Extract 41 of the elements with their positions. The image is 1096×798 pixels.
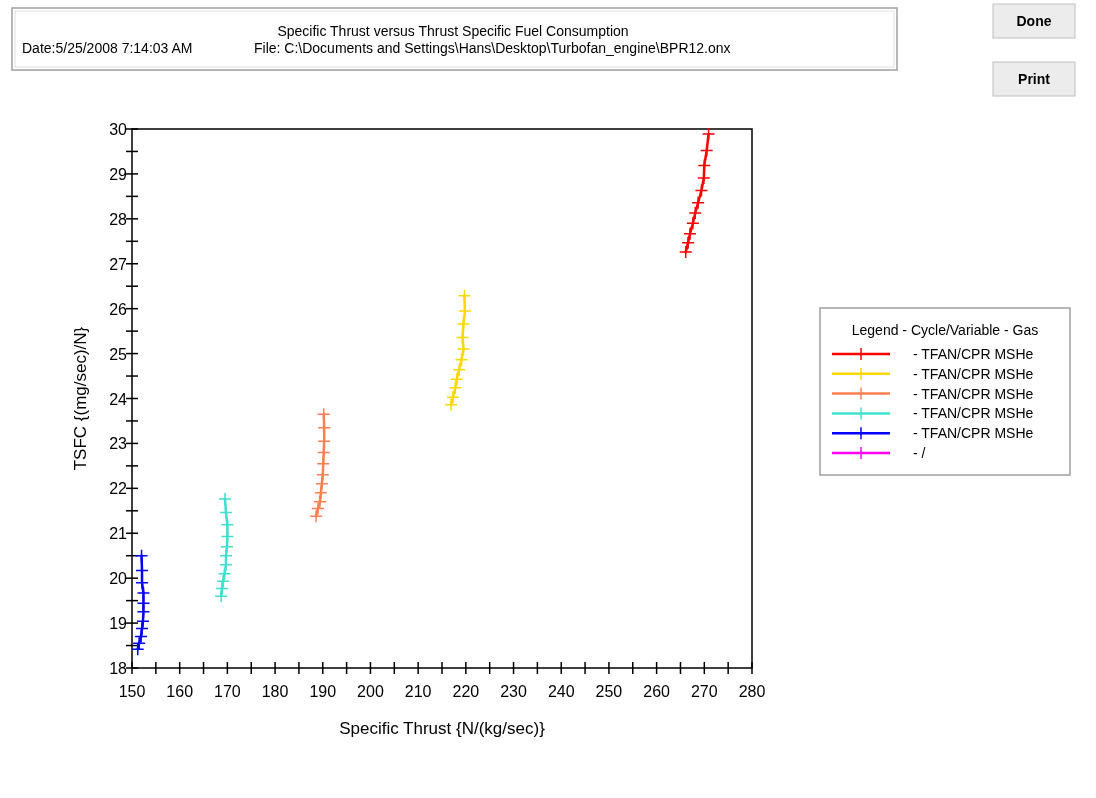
legend-label: - TFAN/CPR MSHe (913, 365, 1034, 382)
legend-label: - TFAN/CPR MSHe (913, 385, 1034, 402)
legend-label: - TFAN/CPR MSHe (913, 425, 1034, 442)
x-tick-label: 240 (547, 683, 575, 700)
y-tick-label: 22 (109, 480, 128, 498)
legend-label: - / (913, 445, 926, 461)
x-tick-label: 160 (166, 683, 194, 700)
y-tick-label: 28 (109, 210, 128, 228)
x-tick-label: 250 (595, 683, 623, 700)
y-tick-label: 19 (109, 615, 128, 633)
chart-title: Specific Thrust versus Thrust Specific Fuel Consumption (277, 23, 629, 39)
y-tick-label: 30 (109, 121, 128, 138)
y-tick-label: 25 (109, 345, 128, 363)
legend-label: - TFAN/CPR MSHe (913, 405, 1034, 422)
x-tick-label: 260 (643, 683, 671, 700)
y-tick-label: 23 (109, 435, 128, 453)
y-axis-title: TSFC {(mg/sec)/N} (71, 326, 90, 471)
y-tick-label: 18 (109, 660, 128, 677)
y-tick-label: 27 (109, 255, 128, 273)
x-tick-label: 150 (118, 683, 146, 700)
legend-label: - TFAN/CPR MSHe (913, 346, 1034, 362)
y-tick-label: 21 (109, 525, 128, 543)
legend-title: Legend - Cycle/Variable - Gas (851, 322, 1039, 338)
x-axis-title: Specific Thrust {N/(kg/sec)} (339, 719, 546, 738)
x-tick-label: 200 (357, 683, 384, 700)
y-tick-label: 20 (109, 570, 128, 588)
x-tick-label: 190 (309, 683, 337, 700)
text: Date:5/25/2008 7:14:03 AM (22, 40, 193, 56)
y-tick-label: 24 (109, 390, 128, 408)
x-tick-label: 210 (404, 683, 432, 700)
x-tick-label: 230 (500, 683, 527, 700)
x-tick-label: 170 (214, 683, 241, 700)
x-tick-label: 180 (261, 683, 289, 700)
text: File: C:\Documents and Settings\Hans\Desktop\Turbofan_engine\BPR12.onx (254, 40, 731, 56)
button: Done (992, 3, 1076, 39)
x-tick-label: 220 (452, 683, 480, 700)
button: Print (992, 61, 1076, 97)
y-tick-label: 26 (109, 300, 128, 318)
x-tick-label: 280 (738, 683, 766, 700)
y-tick-label: 29 (109, 165, 128, 183)
x-tick-label: 270 (690, 683, 718, 700)
